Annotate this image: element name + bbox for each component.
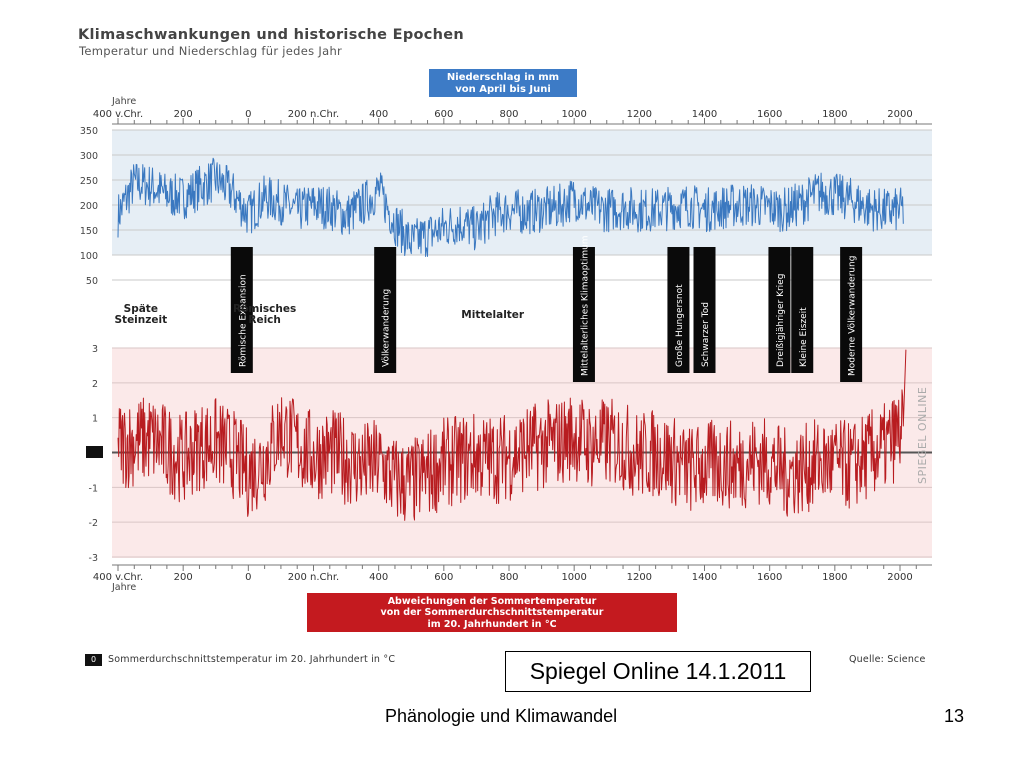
slide-footer-title: Phänologie und Klimawandel xyxy=(385,706,618,726)
source-note: Spiegel Online 14.1.2011 xyxy=(505,651,811,692)
temp-label-line2: von der Sommerdurchschnittstemperatur xyxy=(381,607,604,618)
legend-text: Sommerdurchschnittstemperatur im 20. Jah… xyxy=(108,654,396,665)
event-marker xyxy=(667,247,690,373)
epoch-label: Reich xyxy=(248,314,281,326)
epoch-label: Römisches xyxy=(233,303,296,315)
year-tick-label-top: 800 xyxy=(499,109,518,120)
year-tick-label-top: 1800 xyxy=(822,109,847,120)
year-tick-label-top: 1000 xyxy=(561,109,586,120)
year-tick-label-bottom: 600 xyxy=(434,572,453,583)
zero-marker-box xyxy=(86,446,103,458)
precip-label-line2: von April bis Juni xyxy=(455,84,551,95)
legend-swatch: 0 xyxy=(85,654,102,666)
precip-tick-label: 50 xyxy=(86,276,98,287)
year-tick-label-top: 200 xyxy=(174,109,193,120)
temp-label-line1: Abweichungen der Sommertemperatur xyxy=(388,596,597,607)
watermark: SPIEGEL ONLINE xyxy=(916,387,929,484)
epoch-label: Steinzeit xyxy=(114,314,167,326)
source-credit: Quelle: Science xyxy=(849,654,926,665)
year-tick-label-bottom: 0 xyxy=(245,572,251,583)
temp-line xyxy=(117,349,907,521)
temp-label-line3: im 20. Jahrhundert in °C xyxy=(427,619,556,630)
year-tick-label-top: 600 xyxy=(434,109,453,120)
precip-line xyxy=(117,157,904,257)
event-marker xyxy=(572,247,595,382)
precip-tick-label: 350 xyxy=(80,126,98,137)
event-label: Dreißigjähriger Krieg xyxy=(776,274,786,367)
year-tick-label-bottom: 1600 xyxy=(757,572,782,583)
year-tick-label-top: 400 xyxy=(369,109,388,120)
precip-label-box xyxy=(429,69,577,97)
axis-ticks: 350 300 250 200 150 100 50 3 2 1 0 -1 -2 -3 400 v.Chr.… xyxy=(80,109,932,583)
year-tick-label-top: 400 v.Chr. xyxy=(93,109,143,120)
year-tick-label-top: 0 xyxy=(245,109,251,120)
year-tick-label-top: 1600 xyxy=(757,109,782,120)
year-tick-label-top: 1400 xyxy=(692,109,717,120)
temp-tick-label: -2 xyxy=(89,518,98,529)
precip-label-line1: Niederschlag in mm xyxy=(447,72,559,83)
event-marker xyxy=(230,247,253,373)
year-tick-label-top: 2000 xyxy=(887,109,912,120)
year-tick-label-top: 1200 xyxy=(627,109,652,120)
event-markers: Römische Expansion Völkerwanderung Mittela… xyxy=(230,235,863,382)
temp-tick-label: 2 xyxy=(92,379,98,390)
precip-tick-label: 250 xyxy=(80,176,98,187)
temp-tick-label: 3 xyxy=(92,344,98,355)
year-tick-label-bottom: 1200 xyxy=(627,572,652,583)
temp-tick-label: 1 xyxy=(92,414,98,425)
year-tick-label-bottom: 200 n.Chr. xyxy=(288,572,339,583)
temp-tick-label: -3 xyxy=(89,553,98,564)
event-label: Moderne Völkerwanderung xyxy=(848,256,858,376)
year-tick-label-bottom: 400 xyxy=(369,572,388,583)
precip-tick-label: 150 xyxy=(80,226,98,237)
year-axis-label-top: Jahre xyxy=(111,96,136,107)
event-label: Große Hungersnot xyxy=(675,284,685,367)
event-marker xyxy=(791,247,814,373)
event-label: Völkerwanderung xyxy=(382,289,392,367)
chart-subtitle: Temperatur und Niederschlag für jedes Ja… xyxy=(79,44,343,58)
event-label: Kleine Eiszeit xyxy=(799,307,809,367)
precip-tick-label: 200 xyxy=(80,201,98,212)
event-marker xyxy=(768,247,791,373)
year-tick-label-bottom: 400 v.Chr. xyxy=(93,572,143,583)
year-tick-label-bottom: 1400 xyxy=(692,572,717,583)
epoch-label: Späte xyxy=(124,303,158,315)
year-axis-label-bottom: Jahre xyxy=(111,582,136,593)
temp-label-box xyxy=(307,593,677,632)
precip-tick-label: 100 xyxy=(80,251,98,262)
event-marker xyxy=(693,247,716,373)
precip-tick-label: 300 xyxy=(80,151,98,162)
year-tick-label-bottom: 800 xyxy=(499,572,518,583)
page-number: 13 xyxy=(944,706,965,726)
temp-tick-label: -1 xyxy=(89,483,98,494)
event-marker xyxy=(374,247,397,373)
year-tick-label-bottom: 200 xyxy=(174,572,193,583)
series xyxy=(117,157,907,521)
event-marker xyxy=(840,247,863,382)
year-tick-label-top: 200 n.Chr. xyxy=(288,109,339,120)
chart-title: Klimaschwankungen und historische Epoche… xyxy=(78,27,465,43)
epoch-label: Mittelalter xyxy=(461,309,525,321)
year-tick-label-bottom: 1000 xyxy=(561,572,586,583)
year-tick-label-bottom: 2000 xyxy=(887,572,912,583)
event-label: Schwarzer Tod xyxy=(701,302,711,367)
event-label: Mittelalterliches Klimaoptimum xyxy=(580,235,590,376)
event-label: Römische Expansion xyxy=(238,274,248,367)
year-tick-label-bottom: 1800 xyxy=(822,572,847,583)
